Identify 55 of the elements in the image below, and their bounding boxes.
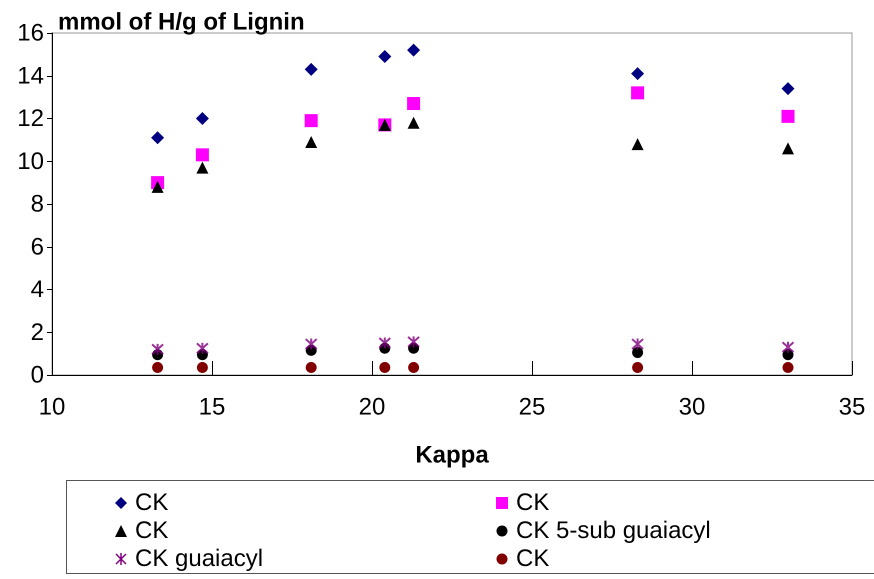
y-tick-label: 2	[30, 318, 44, 346]
point	[631, 67, 644, 80]
point	[407, 97, 420, 110]
point	[196, 162, 208, 174]
legend-label: CK	[516, 489, 550, 516]
x-axis-title: Kappa	[415, 442, 490, 468]
point	[407, 335, 420, 348]
y-axis-title: mmol of H/g of Lignin	[58, 8, 305, 36]
point	[782, 142, 794, 154]
point	[782, 82, 794, 96]
point	[305, 136, 318, 148]
x-tick-label: 35	[838, 394, 866, 420]
y-tick-label: 8	[30, 190, 44, 218]
y-tick-label: 16	[17, 20, 44, 46]
point	[632, 362, 644, 374]
point	[407, 44, 420, 57]
point	[196, 362, 208, 374]
legend-label: CK	[516, 545, 550, 572]
point	[152, 180, 164, 193]
point	[151, 342, 164, 356]
point	[378, 336, 392, 350]
point	[196, 342, 209, 355]
x-tick-label: 25	[518, 394, 546, 420]
legend-label: CK	[135, 517, 168, 544]
point	[782, 362, 794, 374]
point	[304, 338, 318, 351]
point	[631, 86, 644, 100]
point	[378, 50, 392, 64]
point	[304, 114, 318, 128]
point	[379, 362, 390, 374]
point	[408, 116, 420, 129]
point	[782, 340, 794, 354]
point	[152, 362, 164, 374]
y-tick-label: 0	[30, 362, 44, 388]
y-tick-label: 10	[17, 148, 44, 175]
point	[782, 110, 794, 123]
point	[304, 62, 318, 76]
legend-label: CK	[135, 489, 168, 516]
point	[196, 112, 209, 125]
y-tick-label: 12	[17, 105, 44, 132]
x-tick-label: 20	[358, 394, 386, 420]
y-tick-label: 6	[30, 233, 44, 260]
point	[196, 148, 209, 162]
point	[151, 131, 164, 144]
point	[632, 347, 644, 358]
point	[632, 138, 644, 150]
x-tick-label: 15	[198, 394, 226, 420]
point	[631, 338, 644, 351]
legend-label: CK guaiacyl	[135, 545, 264, 572]
point	[408, 362, 420, 374]
legend-label: CK 5-sub guaiacyl	[516, 517, 711, 544]
y-tick-label: 4	[30, 276, 44, 303]
point	[306, 362, 317, 374]
x-tick-label: 30	[678, 394, 706, 420]
y-tick-label: 14	[17, 62, 44, 90]
